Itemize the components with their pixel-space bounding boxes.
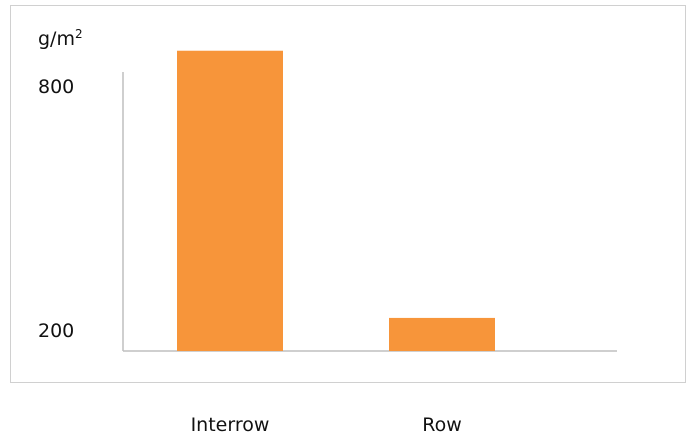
chart-frame — [10, 5, 686, 383]
y-tick-label: 800 — [38, 76, 74, 98]
y-tick-label: 200 — [38, 320, 74, 342]
x-category-label: Interrow — [191, 414, 270, 436]
bar-row — [389, 317, 495, 351]
x-category-label: Row — [422, 414, 462, 436]
y-axis-label: g/m2 — [38, 27, 83, 50]
bar-interrow — [177, 50, 283, 351]
